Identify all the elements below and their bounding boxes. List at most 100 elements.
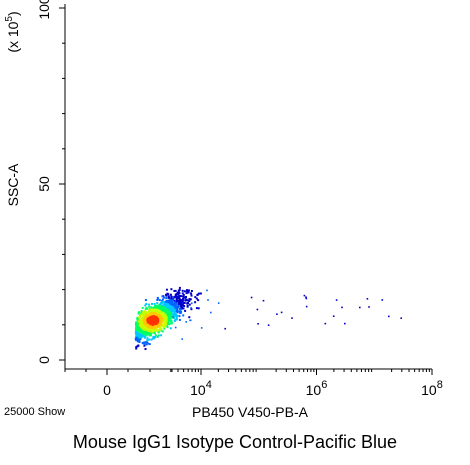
event-dot: [136, 326, 139, 329]
event-dot: [148, 343, 151, 346]
event-dot: [168, 316, 171, 319]
event-dot: [194, 301, 197, 304]
event-dot: [135, 338, 137, 341]
event-dot: [190, 307, 192, 309]
event-dot: [136, 340, 139, 343]
event-dot: [150, 338, 153, 341]
event-dot: [158, 334, 160, 337]
event-dot: [165, 288, 168, 291]
event-dot: [137, 320, 140, 323]
event-dot: [138, 311, 140, 314]
event-dot: [178, 301, 181, 304]
event-dot: [189, 292, 192, 295]
event-dot: [165, 297, 168, 300]
event-dot: [172, 296, 174, 299]
event-dot: [157, 307, 160, 310]
event-dot: [151, 319, 154, 322]
event-dot: [197, 299, 200, 302]
event-dot: [183, 302, 186, 304]
event-dot: [182, 293, 185, 296]
event-dot: [182, 295, 185, 298]
y-tick-label: 0: [36, 356, 52, 364]
event-dot: [381, 299, 384, 301]
event-dot: [137, 318, 140, 321]
event-dots: [134, 286, 402, 350]
event-dot: [176, 299, 179, 302]
event-dot: [175, 310, 178, 313]
event-dot: [141, 333, 144, 336]
event-dot: [169, 322, 172, 325]
event-dot: [146, 342, 149, 345]
event-dot: [388, 315, 390, 318]
event-dot: [174, 314, 176, 317]
event-dot: [156, 302, 159, 304]
event-dot: [291, 317, 293, 319]
event-dot: [335, 299, 338, 301]
event-dot: [189, 319, 192, 322]
event-dot: [160, 334, 163, 337]
event-dot: [145, 319, 147, 322]
event-dot: [190, 294, 193, 297]
event-dot: [182, 298, 184, 301]
event-dot: [165, 303, 168, 306]
event-dot: [150, 306, 153, 309]
event-dot: [177, 293, 180, 296]
x-tick-label: 108: [421, 379, 443, 398]
event-dot: [176, 306, 179, 309]
event-dot: [165, 299, 168, 302]
event-dot: [149, 327, 152, 330]
event-dot: [188, 300, 191, 302]
event-dot: [175, 318, 178, 321]
event-dot: [176, 309, 179, 312]
event-dot: [175, 314, 178, 317]
event-dot: [164, 310, 167, 313]
event-dot: [400, 317, 402, 319]
event-dot: [158, 303, 161, 306]
event-dot: [195, 297, 198, 300]
event-dot: [173, 320, 176, 323]
event-dot: [145, 306, 148, 309]
event-dot: [170, 308, 173, 311]
event-dot: [142, 341, 145, 344]
event-dot: [341, 306, 343, 309]
event-dot: [135, 327, 138, 330]
event-dot: [155, 334, 158, 337]
event-dot: [366, 298, 369, 300]
event-dot: [166, 326, 169, 329]
event-dot: [186, 305, 189, 308]
event-dot: [148, 338, 150, 341]
event-dot: [145, 303, 148, 305]
event-dot: [188, 316, 191, 319]
event-dot: [163, 327, 166, 330]
event-dot: [174, 289, 177, 292]
event-dot: [181, 338, 183, 340]
y-scale-exponent: 5: [4, 16, 15, 22]
event-dot: [185, 292, 188, 295]
event-dot: [138, 340, 141, 343]
event-dot: [152, 330, 155, 333]
event-dot: [144, 348, 147, 350]
event-dot: [176, 291, 179, 294]
event-dot: [146, 339, 149, 342]
event-dot: [145, 329, 148, 332]
event-dot: [160, 328, 163, 331]
event-dot: [148, 308, 151, 311]
event-dot: [159, 305, 162, 308]
event-dot: [186, 290, 189, 292]
event-dot: [156, 299, 159, 301]
event-dot: [165, 294, 168, 297]
event-dot: [180, 295, 183, 298]
event-dot: [172, 316, 174, 318]
event-dot: [173, 316, 175, 319]
event-dot: [182, 314, 185, 317]
event-dot: [150, 334, 152, 337]
event-dot: [185, 299, 188, 301]
event-dot: [198, 292, 201, 295]
event-dot: [146, 341, 149, 344]
event-dot: [165, 301, 168, 304]
event-dot: [159, 308, 162, 311]
figure-caption: Mouse IgG1 Isotype Control-Pacific Blue: [72, 432, 398, 452]
event-dot: [183, 290, 186, 293]
event-dot: [157, 330, 160, 333]
